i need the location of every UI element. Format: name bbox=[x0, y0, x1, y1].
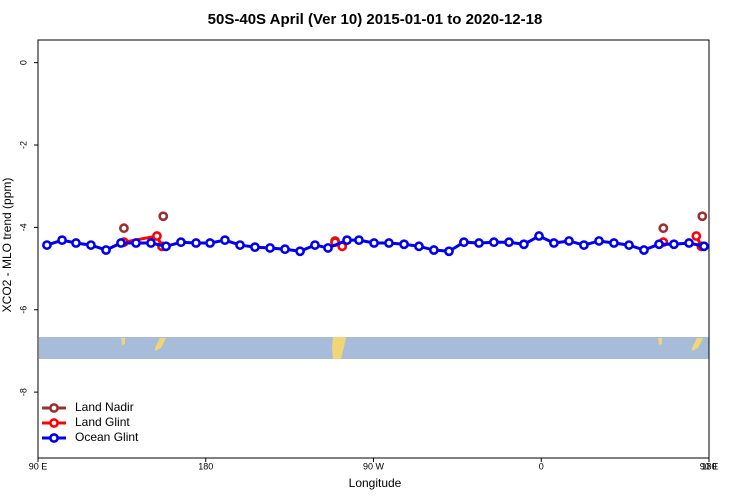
point bbox=[519, 239, 529, 250]
point bbox=[384, 238, 394, 248]
x-tick-label: 0 bbox=[539, 461, 544, 471]
point bbox=[295, 246, 305, 257]
point bbox=[176, 237, 186, 248]
y-tick-label: -8 bbox=[18, 388, 28, 396]
point bbox=[579, 240, 589, 250]
y-axis-label: XCO2 - MLO trend (ppm) bbox=[0, 178, 14, 313]
point bbox=[152, 231, 162, 241]
y-tick-label: 0 bbox=[18, 60, 28, 65]
point bbox=[594, 236, 604, 246]
point bbox=[265, 243, 275, 253]
land bbox=[658, 338, 662, 345]
legend-marker bbox=[49, 418, 59, 428]
point bbox=[609, 238, 619, 248]
point bbox=[624, 240, 634, 250]
point bbox=[504, 237, 514, 248]
point bbox=[489, 237, 499, 248]
point bbox=[57, 235, 67, 246]
point bbox=[205, 238, 215, 248]
legend-label: Land Glint bbox=[75, 415, 130, 429]
y-tick-label: -6 bbox=[18, 306, 28, 314]
point bbox=[310, 240, 320, 250]
point bbox=[549, 238, 559, 248]
legend-label: Land Nadir bbox=[75, 400, 134, 414]
point bbox=[699, 241, 709, 252]
point bbox=[458, 237, 469, 248]
legend-marker bbox=[49, 403, 59, 413]
point bbox=[101, 245, 111, 255]
point bbox=[220, 235, 230, 246]
point bbox=[191, 238, 201, 248]
x-tick-label: 180 bbox=[701, 461, 716, 471]
point bbox=[654, 239, 664, 250]
point bbox=[444, 246, 454, 257]
land bbox=[121, 338, 125, 345]
land bbox=[692, 338, 703, 351]
point bbox=[323, 243, 333, 253]
y-tick-label: -4 bbox=[18, 223, 28, 231]
land bbox=[155, 338, 166, 351]
chart-title: 50S-40S April (Ver 10) 2015-01-01 to 202… bbox=[208, 11, 543, 28]
point bbox=[369, 238, 379, 248]
x-tick-label: 90 E bbox=[700, 461, 719, 471]
point bbox=[131, 238, 141, 248]
land bbox=[332, 337, 346, 359]
point bbox=[639, 245, 649, 255]
x-tick-label: 90 E bbox=[29, 461, 48, 471]
x-tick-label: 90 W bbox=[363, 461, 385, 471]
point bbox=[42, 240, 52, 250]
point bbox=[86, 240, 96, 250]
ocean bbox=[39, 337, 709, 359]
point bbox=[428, 245, 439, 255]
point bbox=[280, 244, 290, 255]
point bbox=[161, 241, 171, 252]
point bbox=[119, 223, 129, 234]
point bbox=[71, 238, 81, 248]
point bbox=[399, 239, 409, 250]
legend-label: Ocean Glint bbox=[75, 430, 139, 444]
y-tick-label: -2 bbox=[18, 141, 28, 149]
point bbox=[250, 242, 260, 253]
point bbox=[342, 235, 352, 246]
point bbox=[658, 223, 669, 234]
point bbox=[474, 238, 484, 248]
point bbox=[116, 238, 126, 248]
point bbox=[354, 235, 364, 246]
point bbox=[158, 211, 169, 222]
x-axis-label: Longitude bbox=[349, 476, 402, 490]
point bbox=[669, 239, 679, 250]
point bbox=[146, 238, 156, 248]
x-tick-label: 180 bbox=[198, 461, 213, 471]
point bbox=[691, 231, 702, 241]
point bbox=[684, 238, 694, 248]
map-strip bbox=[39, 337, 709, 359]
point bbox=[564, 236, 574, 246]
point bbox=[534, 231, 544, 241]
point bbox=[697, 211, 708, 222]
point bbox=[235, 240, 245, 250]
legend-marker bbox=[49, 433, 59, 443]
point bbox=[414, 241, 424, 252]
